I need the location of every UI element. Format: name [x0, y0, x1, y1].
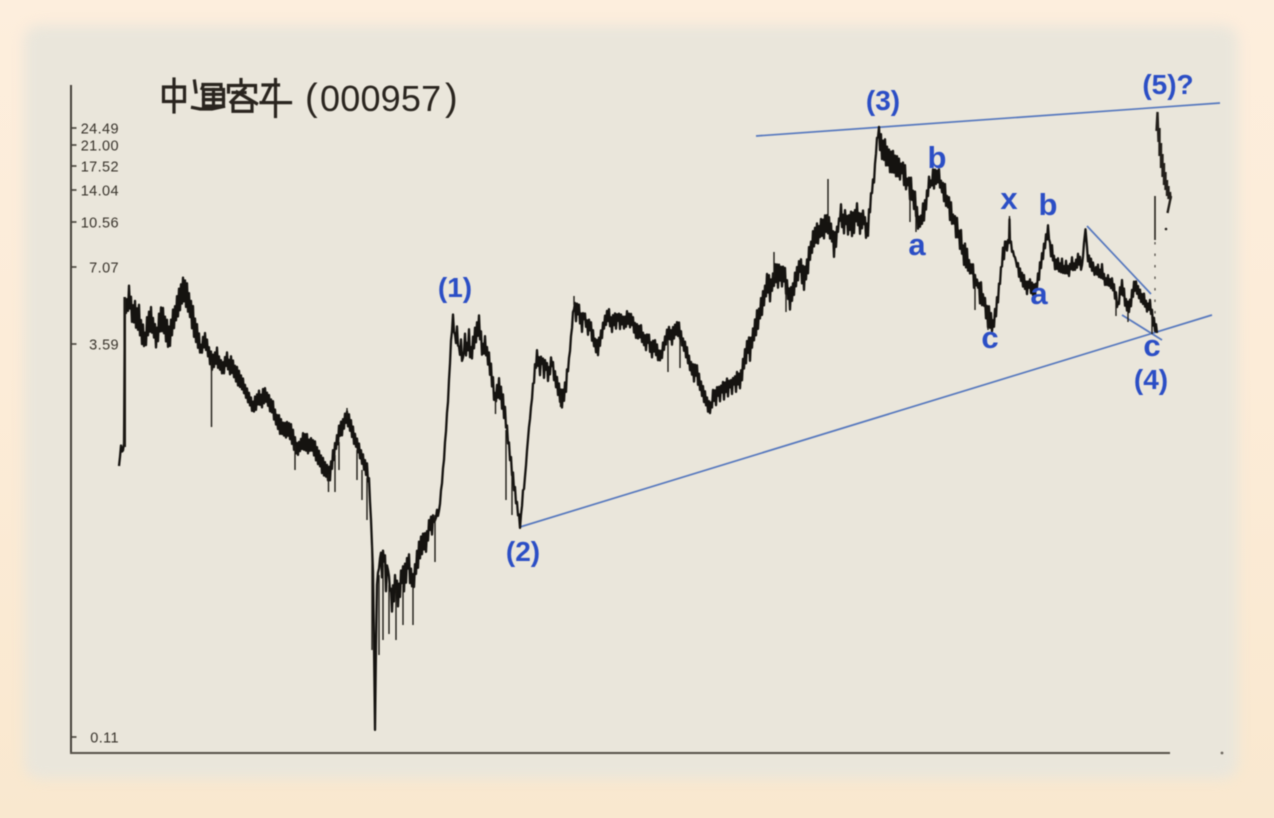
svg-text:14.04: 14.04: [81, 184, 119, 200]
svg-text:3.59: 3.59: [89, 338, 119, 354]
svg-text:b: b: [1039, 187, 1058, 222]
svg-text:000957: 000957: [320, 78, 441, 119]
svg-text:x: x: [1000, 181, 1018, 216]
svg-text:(1): (1): [438, 272, 472, 303]
svg-text:c: c: [981, 320, 998, 355]
svg-text:(5)?: (5)?: [1142, 69, 1193, 100]
svg-text:0.11: 0.11: [90, 731, 119, 747]
svg-text:c: c: [1143, 328, 1160, 363]
svg-text:21.00: 21.00: [81, 139, 119, 155]
svg-text:(4): (4): [1134, 364, 1168, 395]
svg-text:7.07: 7.07: [89, 261, 119, 277]
svg-text:10.56: 10.56: [81, 216, 119, 232]
svg-text:a: a: [1030, 276, 1048, 311]
svg-text:(: (: [305, 77, 318, 119]
svg-text:(3): (3): [866, 85, 900, 116]
svg-text:(2): (2): [506, 536, 540, 567]
svg-text:): ): [445, 77, 458, 119]
svg-text:b: b: [928, 140, 947, 175]
svg-text:17.52: 17.52: [81, 160, 119, 176]
svg-text:a: a: [908, 227, 926, 262]
svg-text:24.49: 24.49: [81, 122, 119, 138]
